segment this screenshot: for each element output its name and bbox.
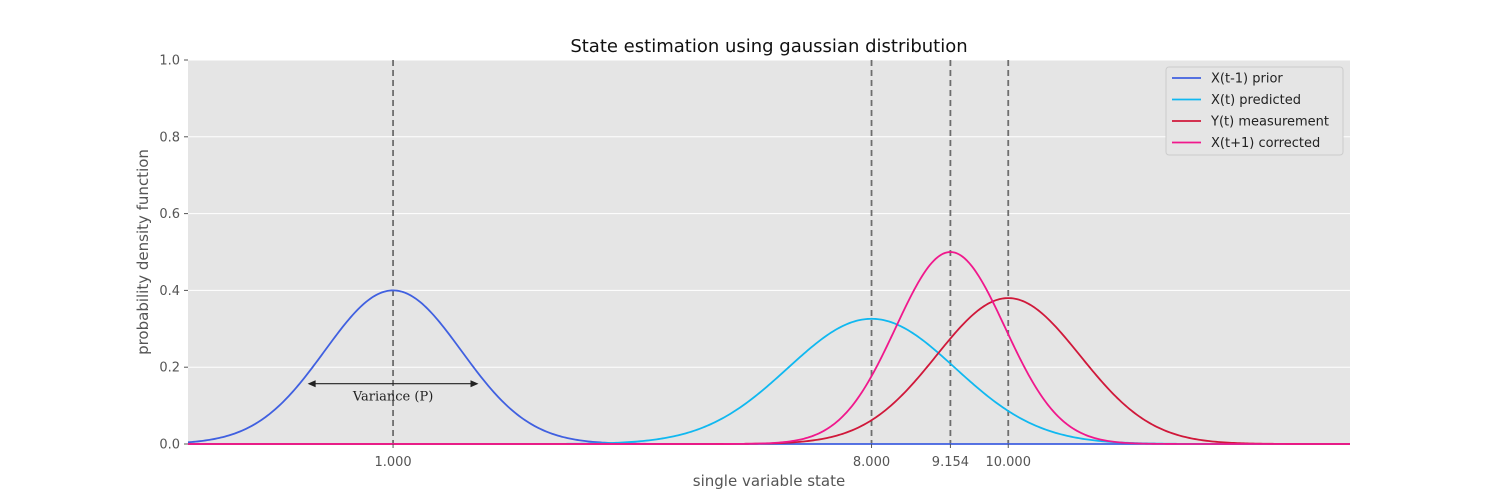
x-axis-ticks: 1.000 8.000 9.154 10.000 (374, 444, 1031, 470)
variance-label: Variance (P) (352, 390, 433, 405)
legend: X(t-1) prior X(t) predicted Y(t) measureme… (1165, 66, 1344, 156)
legend-label: X(t) predicted (1211, 93, 1301, 108)
series-line (188, 251, 1350, 445)
y-tick-label: 0.0 (159, 438, 180, 453)
annotation: Variance (P) (307, 380, 479, 405)
legend-label: X(t+1) corrected (1211, 136, 1320, 151)
legend-label: Y(t) measurement (1210, 115, 1329, 130)
y-tick-label: 0.6 (159, 207, 180, 222)
x-axis-label: single variable state (693, 472, 845, 490)
y-axis-ticks: 0.0 0.2 0.4 0.6 0.8 1.0 (159, 54, 188, 453)
legend-label: X(t-1) prior (1211, 72, 1283, 87)
x-tick-label: 10.000 (985, 455, 1031, 470)
chart-title: State estimation using gaussian distribu… (570, 36, 967, 57)
y-tick-label: 0.2 (159, 361, 180, 376)
series-lines (187, 251, 1350, 445)
x-tick-label: 1.000 (374, 455, 411, 470)
legend-box (1165, 66, 1344, 156)
y-axis-label: probability density function (134, 149, 152, 355)
variance-arrow-head-left (307, 380, 316, 388)
y-tick-label: 0.8 (159, 130, 180, 145)
y-tick-label: 0.4 (159, 284, 180, 299)
plot-background (188, 60, 1350, 444)
x-tick-label: 8.000 (853, 455, 890, 470)
variance-arrow-head-right (470, 380, 479, 388)
x-tick-label: 9.154 (932, 455, 969, 470)
y-tick-label: 1.0 (159, 54, 180, 69)
